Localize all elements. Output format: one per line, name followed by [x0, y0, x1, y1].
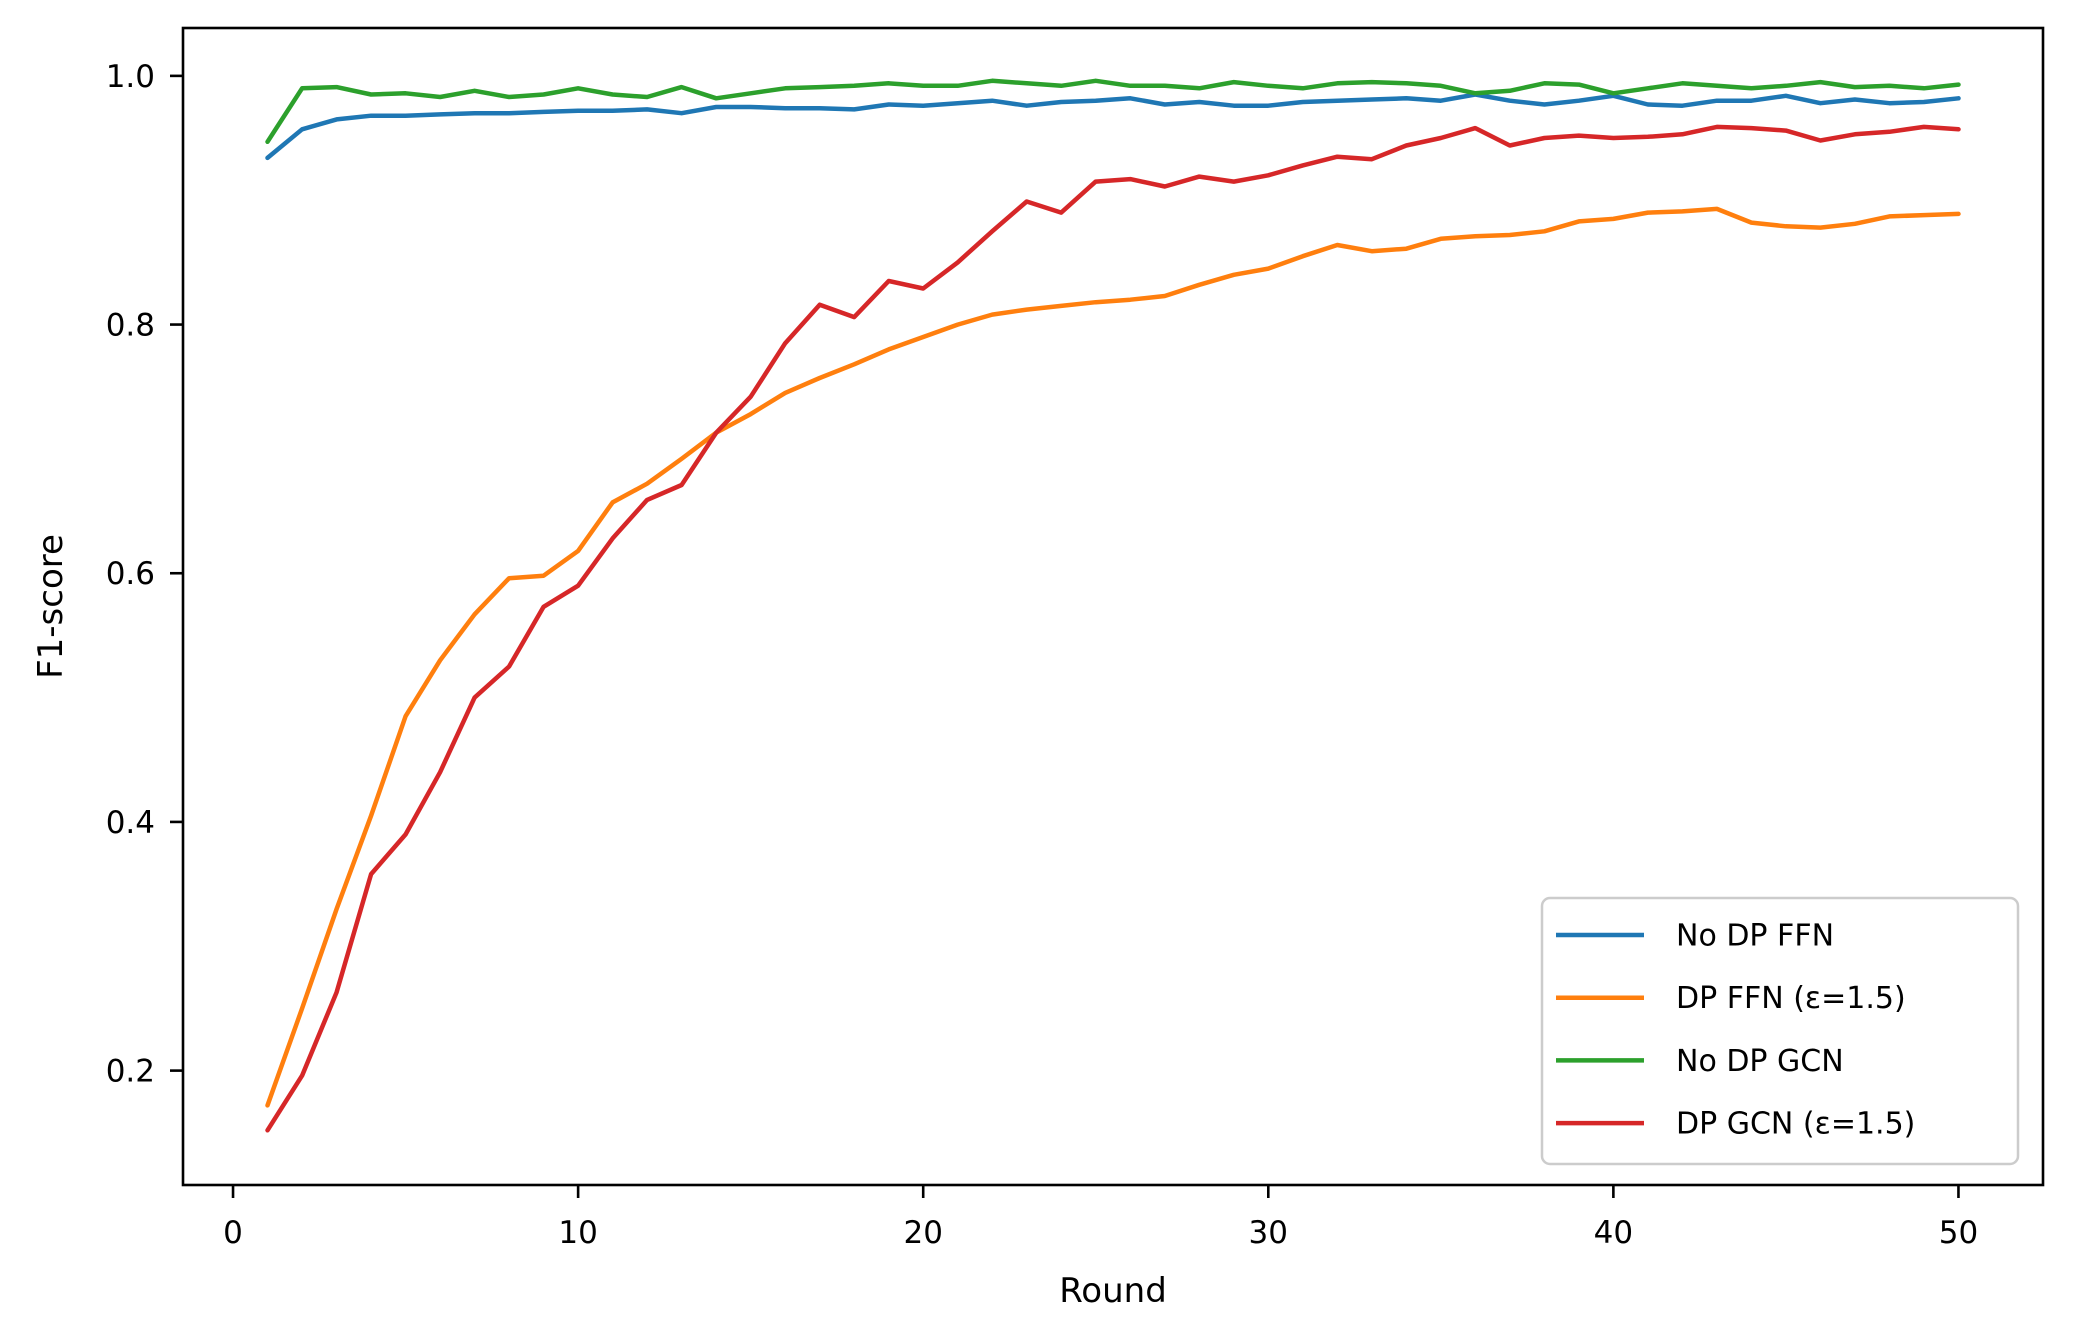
legend-item-dp-gcn-1-5: DP GCN (ε=1.5): [1556, 1107, 1915, 1142]
legend-label: No DP FFN: [1676, 919, 1834, 954]
y-tick-label: 0.4: [106, 805, 155, 841]
y-tick-label: 0.8: [106, 308, 155, 344]
x-tick-label: 0: [223, 1215, 243, 1251]
y-tick-label: 1.0: [106, 59, 155, 95]
series-line-no-dp-ffn: [265, 92, 1961, 161]
x-tick-label: 30: [1249, 1215, 1288, 1251]
y-axis-label: F1-score: [31, 534, 71, 679]
legend-item-no-dp-gcn: No DP GCN: [1556, 1044, 1844, 1079]
legend-box: [1540, 896, 2020, 1166]
legend-label: No DP GCN: [1676, 1044, 1844, 1079]
x-tick-label: 50: [1939, 1215, 1978, 1251]
x-tick-label: 40: [1594, 1215, 1633, 1251]
legend-label: DP FFN (ε=1.5): [1676, 981, 1906, 1016]
series-line-no-dp-gcn: [265, 78, 1961, 145]
series-line-dp-gcn-1-5: [265, 124, 1961, 1133]
legend-label: DP GCN (ε=1.5): [1676, 1107, 1915, 1142]
series-line-dp-ffn-1-5: [265, 206, 1961, 1108]
legend-item-no-dp-ffn: No DP FFN: [1556, 919, 1834, 954]
legend-item-dp-ffn-1-5: DP FFN (ε=1.5): [1556, 981, 1906, 1016]
legend: No DP FFN DP FFN (ε=1.5) No DP GCN DP GCN (…: [1540, 896, 2020, 1166]
x-axis-label: Round: [1059, 1271, 1167, 1311]
x-tick-label: 10: [558, 1215, 597, 1251]
y-tick-label: 0.2: [106, 1054, 155, 1090]
x-tick-label: 20: [903, 1215, 942, 1251]
plot-area-border: [181, 26, 2045, 1187]
y-tick-label: 0.6: [106, 556, 155, 592]
